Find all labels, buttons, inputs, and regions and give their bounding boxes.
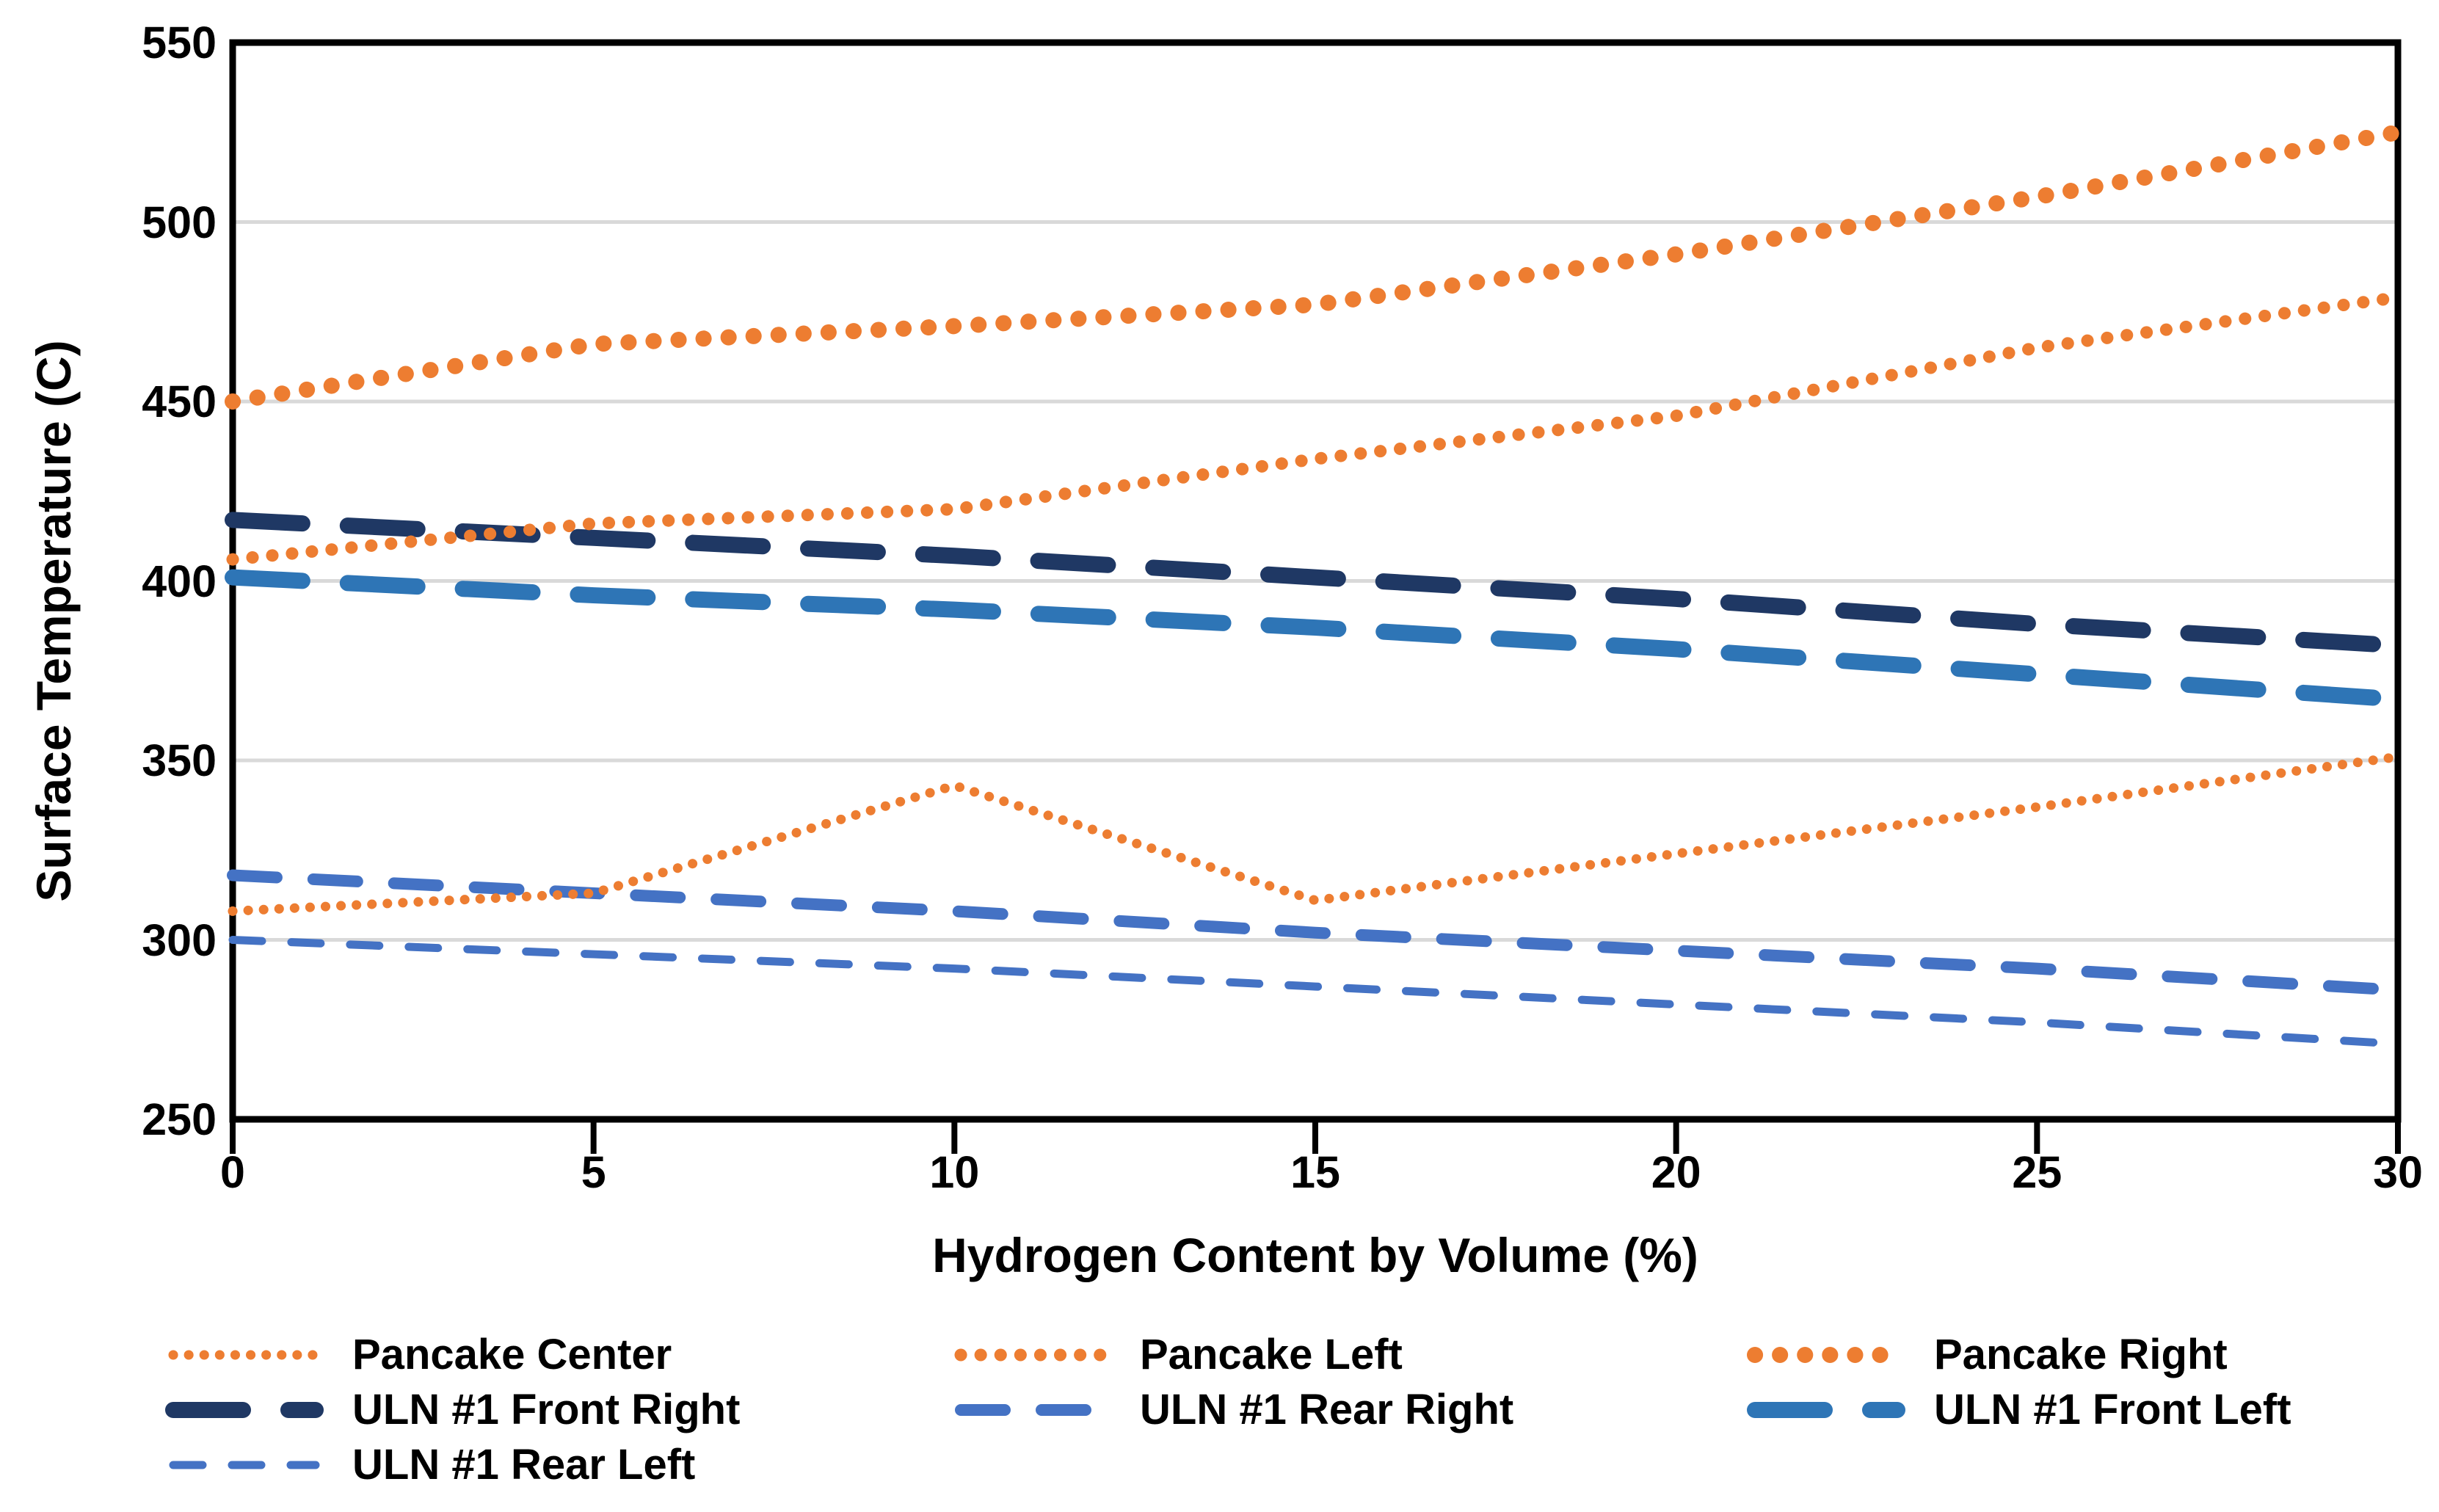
legend-item-uln-1-rear-left: ULN #1 Rear Left: [164, 1437, 740, 1492]
legend-item-pancake-center: Pancake Center: [164, 1327, 740, 1382]
legend-swatch-icon: [169, 1461, 320, 1469]
legend-label: ULN #1 Front Right: [352, 1386, 741, 1433]
legend-label: Pancake Left: [1140, 1331, 1403, 1378]
x-tick-label-5: 5: [581, 1147, 606, 1197]
y-tick-label-300: 300: [142, 915, 217, 965]
y-tick-label-400: 400: [142, 556, 217, 606]
legend-column-3: Pancake Right ULN #1 Front Left: [1746, 1327, 2291, 1437]
series-line-pancake-right: [225, 124, 2406, 410]
series-line-uln-1-rear-left: [228, 936, 2402, 1048]
legend-swatch-icon: [1747, 1346, 1905, 1363]
legend-item-pancake-left: Pancake Left: [952, 1327, 1513, 1382]
y-tick-label-550: 550: [142, 18, 217, 68]
y-axis-title: Surface Temperature (C): [26, 340, 81, 902]
legend-swatch-icon: [954, 1348, 1110, 1361]
legend-swatch-icon: [955, 1403, 1109, 1416]
x-tick-label-25: 25: [2012, 1147, 2062, 1197]
legend-label: Pancake Right: [1934, 1331, 2228, 1378]
legend-column-2: Pancake Left ULN #1 Rear Right: [952, 1327, 1513, 1437]
legend-column-1: Pancake Center ULN #1 Front Right ULN #1 R…: [164, 1327, 740, 1492]
x-tick-label-30: 30: [2373, 1147, 2423, 1197]
x-axis-title: Hydrogen Content by Volume (%): [932, 1228, 1698, 1282]
legend-label: ULN #1 Front Left: [1934, 1386, 2291, 1433]
series-line-uln-1-front-right: [225, 512, 2406, 654]
y-tick-label-500: 500: [142, 197, 217, 247]
y-tick-label-450: 450: [142, 377, 217, 426]
legend-swatch-icon: [165, 1401, 324, 1418]
series-line-uln-1-front-left: [225, 569, 2406, 708]
series-line-pancake-left: [226, 291, 2405, 566]
legend-item-uln-1-rear-right: ULN #1 Rear Right: [952, 1382, 1513, 1437]
legend-item-pancake-right: Pancake Right: [1746, 1327, 2291, 1382]
x-tick-label-0: 0: [220, 1147, 245, 1197]
x-tick-label-10: 10: [929, 1147, 980, 1197]
x-tick-label-15: 15: [1290, 1147, 1340, 1197]
legend-item-uln-1-front-left: ULN #1 Front Left: [1746, 1382, 2291, 1437]
legend-label: Pancake Center: [352, 1331, 672, 1378]
y-tick-label-250: 250: [142, 1094, 217, 1144]
legend-item-uln-1-front-right: ULN #1 Front Right: [164, 1382, 740, 1437]
y-tick-label-350: 350: [142, 735, 217, 785]
series-line-pancake-center: [228, 752, 2403, 916]
legend-swatch-icon: [1747, 1401, 1905, 1418]
legend-swatch-icon: [168, 1350, 321, 1359]
legend-label: ULN #1 Rear Right: [1140, 1386, 1514, 1433]
series-line-uln-1-rear-right: [227, 869, 2404, 996]
legend-label: ULN #1 Rear Left: [352, 1441, 696, 1489]
x-tick-label-20: 20: [1651, 1147, 1701, 1197]
